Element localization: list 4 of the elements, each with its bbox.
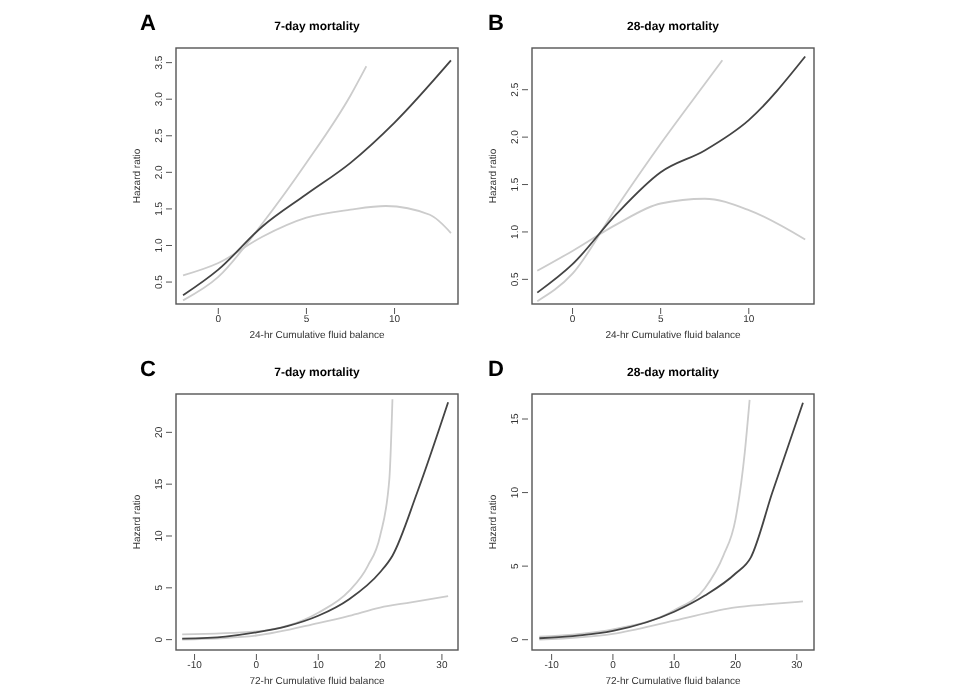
text: B [488, 12, 504, 36]
text: A [140, 12, 156, 36]
text: C [140, 358, 156, 382]
text: D [488, 358, 504, 382]
